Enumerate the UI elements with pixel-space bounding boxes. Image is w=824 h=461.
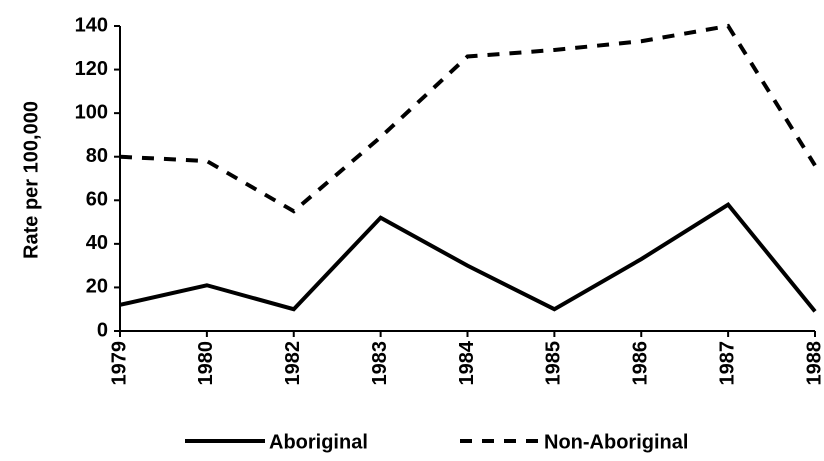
x-tick-label: 1985: [543, 341, 565, 386]
x-tick-label: 1983: [369, 341, 391, 386]
y-tick-label: 100: [75, 101, 108, 123]
series-line: [119, 202, 817, 313]
y-tick-label: 80: [86, 145, 108, 167]
legend-label: Non-Aboriginal: [544, 431, 688, 453]
x-tick-label: 1982: [282, 341, 304, 386]
x-tick-label: 1980: [195, 341, 217, 386]
x-tick-label: 1979: [108, 341, 130, 386]
legend-label: Aboriginal: [269, 431, 368, 453]
x-tick-label: 1984: [456, 340, 478, 385]
x-tick-label: 1986: [630, 341, 652, 386]
y-tick-label: 120: [75, 58, 108, 80]
y-tick-label: 20: [86, 276, 108, 298]
y-axis-label: Rate per 100,000: [20, 101, 42, 259]
y-tick-label: 0: [97, 319, 108, 341]
y-tick-label: 140: [75, 14, 108, 36]
series-line: [119, 23, 817, 214]
y-tick-label: 40: [86, 232, 108, 254]
y-tick-label: 60: [86, 189, 108, 211]
x-tick-label: 1988: [803, 341, 824, 386]
x-tick-label: 1987: [716, 341, 738, 386]
